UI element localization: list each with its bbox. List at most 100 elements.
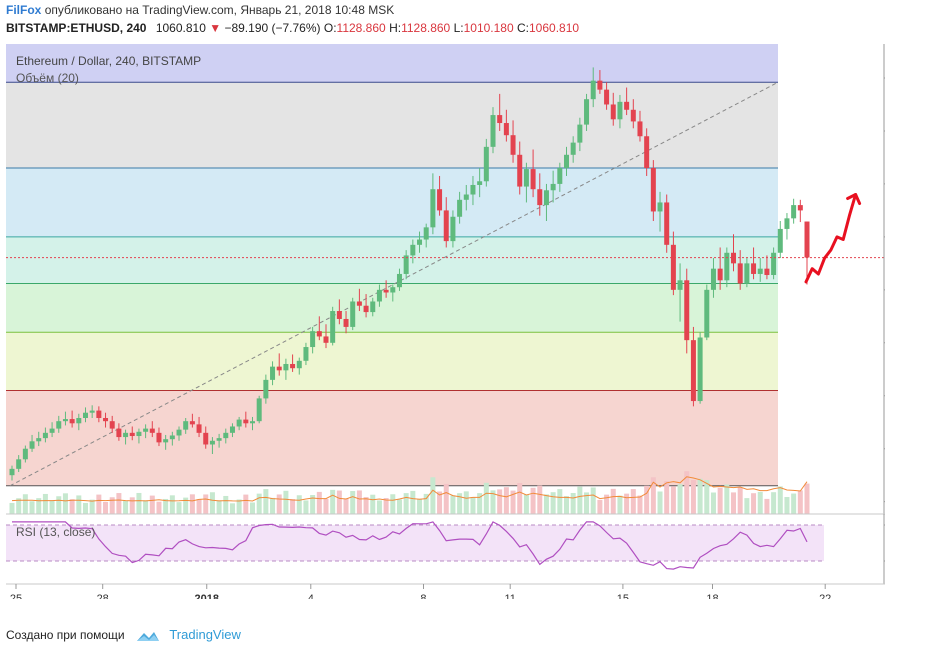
volume-bar <box>89 499 95 514</box>
volume-bar <box>530 487 536 514</box>
trend-line[interactable] <box>9 81 779 487</box>
candle <box>363 294 369 318</box>
candle <box>470 175 476 206</box>
candle <box>56 415 62 433</box>
volume-bar <box>677 484 683 514</box>
candle <box>36 431 42 447</box>
volume-bar <box>290 499 296 514</box>
volume-bar <box>717 487 723 514</box>
arrow-head-icon[interactable] <box>846 193 862 206</box>
candle <box>543 183 549 221</box>
volume-bar <box>697 478 703 514</box>
volume-bar <box>443 483 449 514</box>
volume-bars <box>9 471 810 514</box>
volume-bar <box>76 495 82 514</box>
volume-bar <box>250 502 256 514</box>
volume-bar <box>270 497 276 514</box>
candle <box>570 136 576 163</box>
volume-bar <box>336 490 342 514</box>
candle <box>430 173 436 235</box>
time-axis[interactable]: 25 28 2018 4 8 11 15 18 22 <box>10 584 831 605</box>
volume-bar <box>69 499 75 514</box>
candle <box>109 415 115 433</box>
volume-bar <box>82 502 88 514</box>
candle <box>223 428 229 444</box>
fibonacci-retracement[interactable] <box>6 44 778 487</box>
rsi-pane[interactable]: RSI (13, close) 80.000040.0000 <box>6 514 933 584</box>
tradingview-link[interactable]: TradingView <box>169 627 241 642</box>
publish-header: FilFox опубликовано на TradingView.com, … <box>6 3 394 17</box>
candle <box>523 162 529 203</box>
volume-bar <box>510 490 516 514</box>
tradingview-logo-icon[interactable] <box>136 629 160 643</box>
forecast-arrow-drawing[interactable] <box>804 193 858 284</box>
candle <box>791 198 797 224</box>
volume-bar <box>350 491 356 514</box>
candle <box>69 410 75 428</box>
volume-bar <box>570 493 576 514</box>
candle <box>22 445 28 463</box>
candle <box>717 247 723 290</box>
candle <box>530 149 536 198</box>
volume-bar <box>263 489 269 514</box>
author-name[interactable]: FilFox <box>6 3 42 17</box>
volume-bar <box>704 480 710 514</box>
volume-bar <box>724 484 730 514</box>
candle <box>296 357 302 375</box>
publish-info: опубликовано на TradingView.com, Январь … <box>44 3 395 17</box>
candle <box>797 199 803 223</box>
rsi-legend: RSI (13, close) <box>16 525 95 539</box>
volume-bar <box>757 491 763 514</box>
candle <box>784 213 790 240</box>
candle <box>537 173 543 216</box>
volume-bar <box>417 498 423 514</box>
candle <box>163 434 169 450</box>
candle <box>229 423 235 438</box>
volume-bar <box>156 501 162 514</box>
volume-bar <box>62 493 68 514</box>
volume-bar <box>196 499 202 514</box>
candle <box>584 93 590 131</box>
open-label: O: <box>323 21 337 35</box>
volume-bar <box>203 494 209 514</box>
candle <box>751 247 757 280</box>
price-chart[interactable]: Ethereum / Dollar, 240, BITSTAMP Объём (… <box>6 44 945 605</box>
chart-title: Ethereum / Dollar, 240, BITSTAMP <box>16 54 201 68</box>
volume-bar <box>557 489 563 514</box>
volume-bar <box>330 489 336 514</box>
candle <box>149 421 155 438</box>
volume-bar <box>630 489 636 514</box>
volume-bar <box>223 495 229 514</box>
candle <box>697 332 703 404</box>
candle <box>290 354 296 372</box>
volume-bar <box>303 500 309 514</box>
volume-bar <box>710 492 716 514</box>
volume-bar <box>497 489 503 514</box>
volume-bar <box>477 493 483 514</box>
volume-bar <box>283 490 289 514</box>
candle <box>209 437 215 455</box>
candle <box>597 70 603 94</box>
volume-bar <box>650 477 656 514</box>
candle <box>731 234 737 272</box>
volume-bar <box>296 495 302 514</box>
volume-bar <box>604 494 610 514</box>
time-tick-label: 28 <box>97 593 109 599</box>
volume-bar <box>470 497 476 514</box>
volume-bar <box>617 495 623 514</box>
candle <box>336 299 342 325</box>
volume-bar <box>123 500 129 514</box>
volume-bar <box>29 501 35 514</box>
candle <box>477 168 483 198</box>
candle <box>9 465 15 481</box>
volume-bar <box>103 501 109 514</box>
candle <box>590 67 596 108</box>
chart-area[interactable]: Ethereum / Dollar, 240, BITSTAMP Объём (… <box>6 44 945 605</box>
candle <box>724 247 730 288</box>
candle <box>383 280 389 298</box>
volume-bar <box>316 491 322 514</box>
candle <box>657 191 663 232</box>
candle <box>169 431 175 446</box>
volume-bar <box>109 497 115 514</box>
volume-bar <box>423 493 429 514</box>
